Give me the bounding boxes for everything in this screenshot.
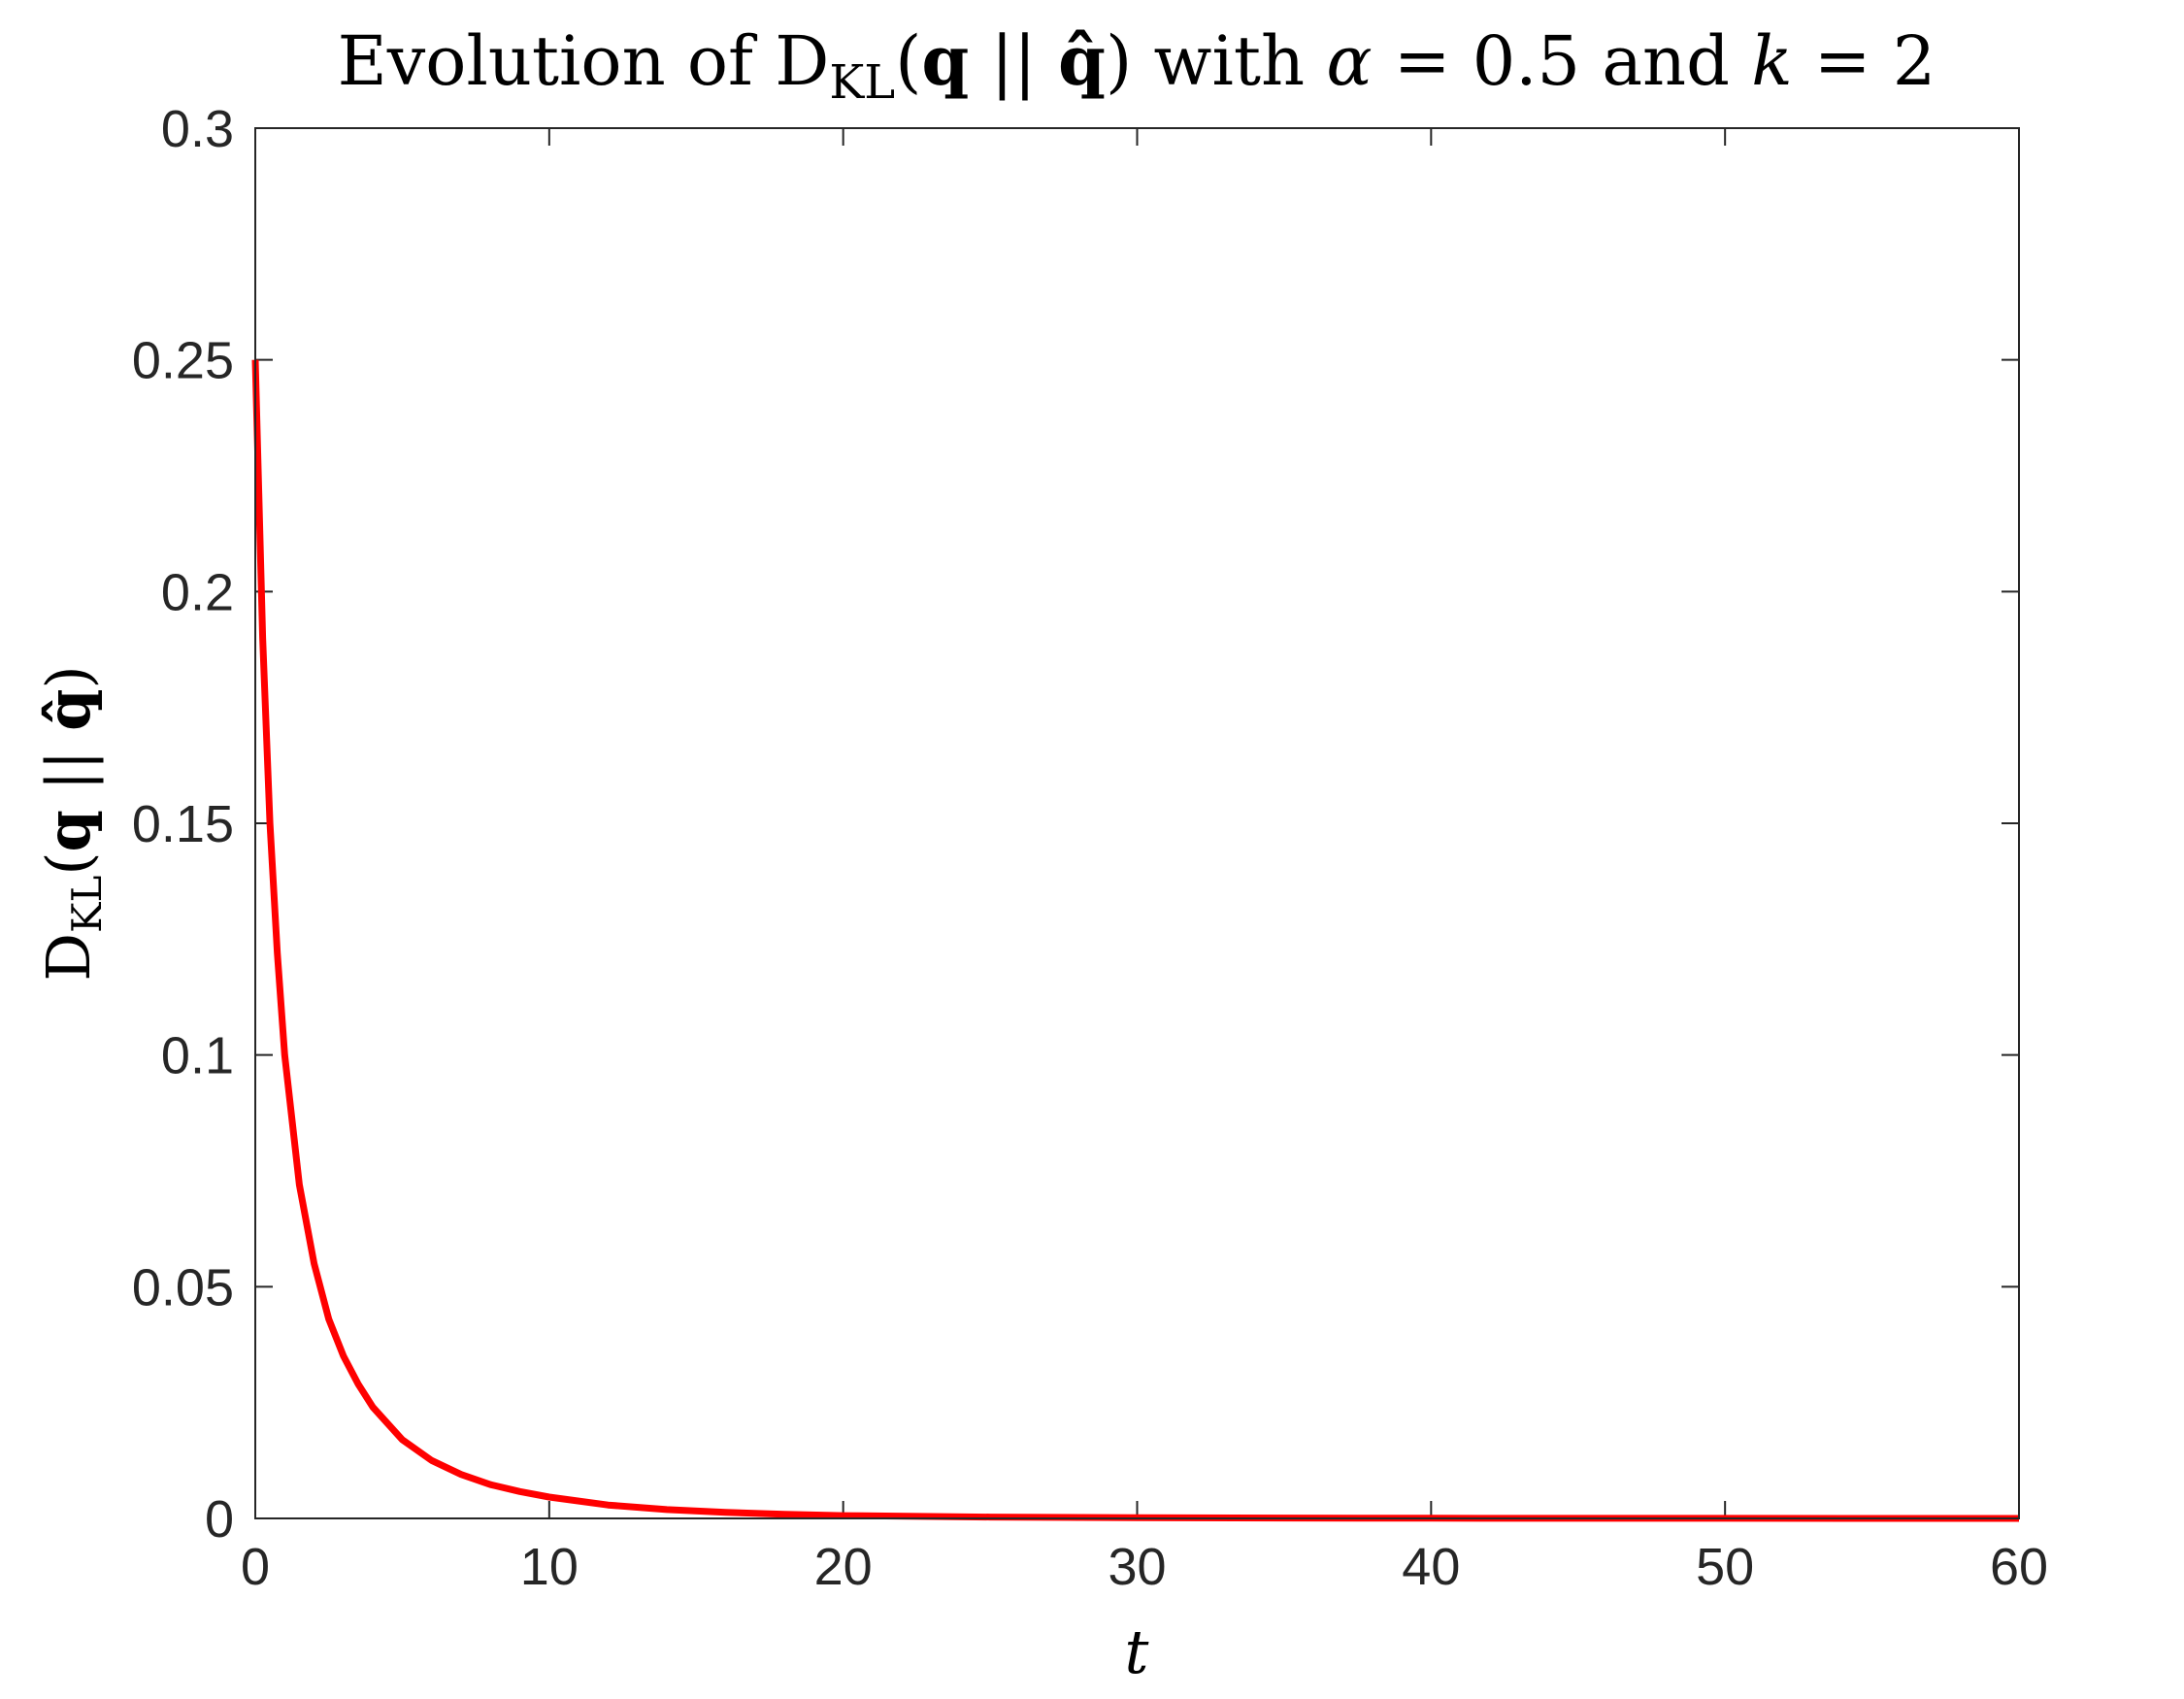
x-tick-label: 20 (814, 1538, 873, 1596)
y-tick-label: 0.1 (161, 1027, 234, 1085)
x-tick-label: 60 (1990, 1538, 2048, 1596)
x-tick-label: 30 (1108, 1538, 1166, 1596)
y-tick-label: 0.15 (132, 795, 234, 853)
y-tick-label: 0.25 (132, 332, 234, 390)
x-tick-label: 50 (1696, 1538, 1754, 1596)
x-tick-label: 40 (1402, 1538, 1460, 1596)
axes-box (254, 127, 2020, 1519)
y-axis-label: DKL(q || q̂) (33, 665, 111, 981)
y-tick-label: 0.05 (132, 1258, 234, 1316)
axis-ticks: 0 10 20 30 40 50 60 0 0.05 0.1 0.15 0.2 0.25 0.3 (132, 100, 2048, 1596)
chart-title: Evolution of DKL(q || q̂) with α = 0.5 a… (338, 20, 1936, 110)
x-tick-label: 10 (520, 1538, 579, 1596)
y-tick-label: 0.3 (161, 100, 234, 158)
x-axis-label: t (1125, 1616, 1149, 1687)
y-tick-label: 0.2 (161, 563, 234, 621)
y-tick-label: 0 (205, 1490, 234, 1549)
x-tick-label: 0 (241, 1538, 270, 1596)
plot-area (255, 128, 2019, 1518)
